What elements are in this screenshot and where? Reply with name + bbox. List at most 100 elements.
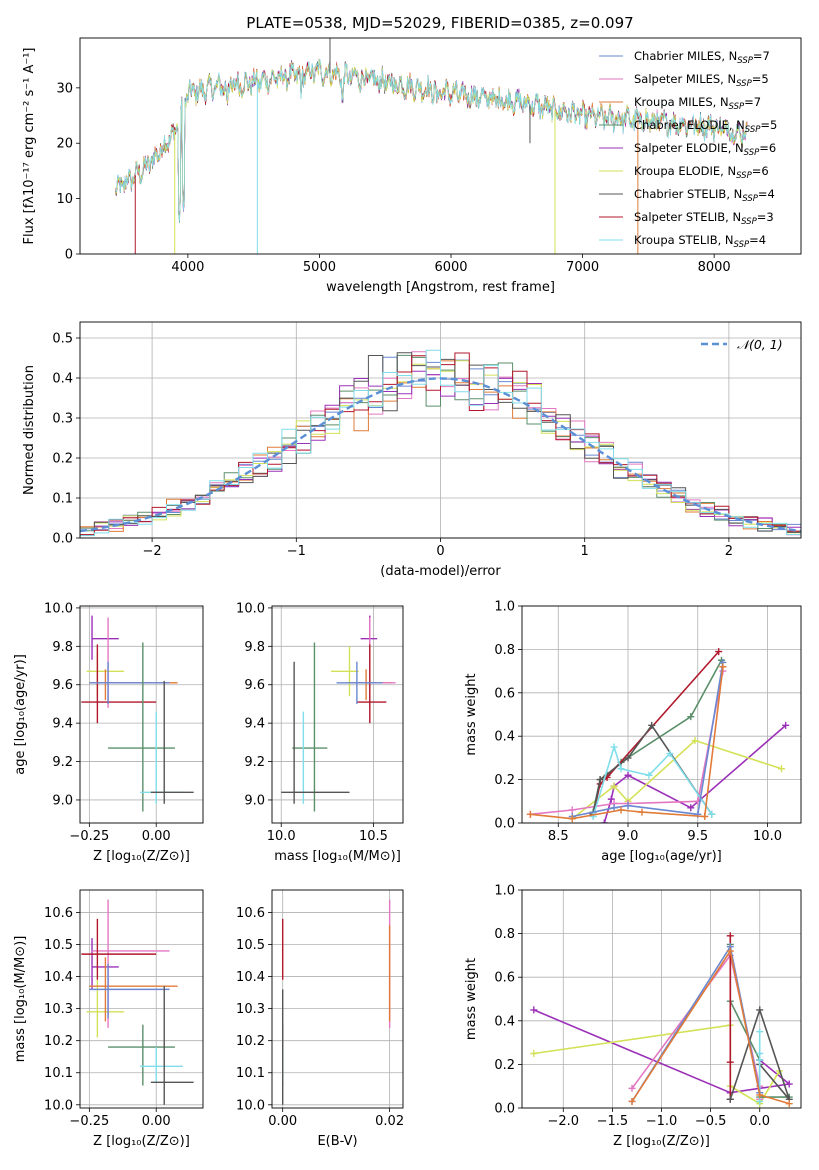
mass-weight-marker — [726, 1058, 734, 1066]
mass-weight-marker — [624, 754, 632, 762]
mass-weight-marker — [617, 806, 625, 814]
mass-weight-marker — [600, 819, 608, 823]
mass-weight-line — [530, 670, 724, 816]
mass-weight-marker — [628, 1097, 636, 1105]
mass-weight-line — [530, 666, 724, 820]
y-tick-label: 0.0 — [52, 532, 73, 547]
y-tick-label: 0.4 — [52, 372, 73, 387]
y-tick-label: 9.2 — [52, 755, 73, 770]
mass-weight-marker — [645, 771, 653, 779]
mass-vs-EBV-panel: 0.00 0.02 10.0 10.1 10.2 10.3 10.4 10.5 10.6 E(B-… — [236, 889, 404, 1149]
y-tick-label: 0.2 — [52, 452, 73, 467]
legend-entry: Kroupa STELIB, NSSP=4 — [634, 233, 766, 250]
x-tick-label: 10.0 — [267, 829, 296, 844]
x-tick-label: 2 — [725, 544, 733, 559]
x-tick-label: −1.0 — [646, 1114, 678, 1129]
x-tick-label: 0.00 — [142, 1114, 171, 1129]
legend-entry: Chabrier STELIB, NSSP=4 — [634, 187, 775, 204]
x-tick-label: 8.5 — [548, 829, 569, 844]
x-tick-label: −2 — [143, 544, 162, 559]
y-tick-label: 10.4 — [44, 970, 73, 985]
y-tick-label: 10.3 — [44, 1002, 73, 1017]
y-tick-label: 0.8 — [494, 643, 515, 658]
y-tick-label: 10.0 — [44, 601, 73, 616]
mass-weight-marker — [782, 721, 790, 729]
y-tick-label: 10.1 — [44, 1066, 73, 1081]
age-vs-mass-panel: 10.0 10.5 9.0 9.2 9.4 9.6 9.8 10.0 mass [log₁₀(M… — [236, 601, 404, 864]
y-tick-label: 9.4 — [244, 717, 265, 732]
y-tick-label: 9.8 — [52, 640, 73, 655]
y-tick-label: 10.0 — [44, 1098, 73, 1113]
x-tick-label: −1 — [287, 544, 306, 559]
y-tick-label: 0.4 — [494, 1014, 515, 1029]
y-tick-label: 1.0 — [494, 600, 515, 615]
x-tick-label: 8000 — [698, 260, 731, 275]
x-axis-label: age [log₁₀(age/yr)] — [601, 849, 722, 864]
axes-frame — [271, 605, 404, 824]
x-tick-label: −0.5 — [695, 1114, 727, 1129]
x-tick-label: 0.02 — [375, 1114, 404, 1129]
x-tick-label: 9.0 — [618, 829, 639, 844]
mass-weight-marker — [715, 648, 723, 656]
y-tick-label: 10.5 — [236, 938, 265, 953]
mass-weight-marker — [617, 765, 625, 773]
mass-weight-marker — [610, 782, 618, 790]
y-tick-label: 0.2 — [494, 1058, 515, 1073]
figure-title: PLATE=0538, MJD=52029, FIBERID=0385, z=0… — [246, 14, 633, 32]
y-tick-label: 9.4 — [52, 717, 73, 732]
y-tick-label: 10.6 — [236, 906, 265, 921]
y-tick-label: 0.5 — [52, 332, 73, 347]
mass-weight-line — [631, 948, 790, 1105]
axes-frame — [521, 605, 802, 824]
y-tick-label: 0.0 — [494, 817, 515, 832]
normal-reference-curve — [80, 377, 801, 533]
x-tick-label: −1.5 — [597, 1114, 629, 1129]
mass-weight-vs-Z-panel: −2.0 −1.5 −1.0 −0.5 0.0 0.0 0.2 0.4 0.6 0.8 1.0 Z [… — [464, 884, 802, 1149]
x-tick-label: 7000 — [566, 260, 599, 275]
mass-weight-marker — [756, 1028, 764, 1036]
y-axis-label: mass weight — [464, 673, 479, 755]
y-tick-label: 10.0 — [236, 1098, 265, 1113]
x-tick-label: −2.0 — [547, 1114, 579, 1129]
legend-entry: Salpeter ELODIE, NSSP=6 — [634, 141, 776, 158]
mass-weight-marker — [687, 713, 695, 721]
axes-frame — [271, 889, 404, 1109]
mass-weight-line — [729, 1007, 790, 1100]
x-tick-label: 0 — [436, 544, 444, 559]
y-axis-label: mass weight — [464, 958, 479, 1040]
y-tick-label: 0.1 — [52, 492, 73, 507]
legend-entry: Salpeter STELIB, NSSP=3 — [634, 210, 774, 227]
x-tick-label: 6000 — [434, 260, 467, 275]
mass-weight-marker — [530, 1050, 538, 1057]
y-tick-label: 1.0 — [494, 884, 515, 899]
x-axis-label: E(B-V) — [317, 1134, 357, 1149]
y-tick-label: 10.6 — [44, 906, 73, 921]
x-axis-label: Z [log₁₀(Z/Z⊙)] — [93, 849, 190, 864]
mass-weight-marker — [607, 795, 615, 803]
histogram-panel: −2 −1 0 1 2 0.0 0.1 0.2 0.3 0.4 0.5 (data-model)/er… — [22, 321, 802, 579]
y-tick-label: 0.6 — [494, 686, 515, 701]
y-tick-label: 20 — [56, 137, 73, 152]
x-tick-label: −0.25 — [69, 829, 109, 844]
mass-weight-marker — [568, 806, 576, 814]
y-axis-label: mass [log₁₀(M/M⊙)] — [13, 936, 28, 1063]
y-tick-label: 10.5 — [44, 938, 73, 953]
y-tick-label: 0.0 — [494, 1102, 515, 1117]
mass-weight-marker — [666, 750, 674, 758]
mass-weight-marker — [756, 1097, 764, 1105]
mass-vs-Z-panel: −0.25 0.00 10.0 10.1 10.2 10.3 10.4 10.5 10.6 Z [… — [13, 889, 204, 1149]
x-axis-label: (data-model)/error — [380, 564, 501, 579]
x-axis-label: mass [log₁₀(M/M⊙)] — [274, 849, 401, 864]
mass-weight-marker — [756, 1091, 764, 1099]
legend-entry: Salpeter MILES, NSSP=5 — [634, 72, 769, 89]
y-tick-label: 9.8 — [244, 640, 265, 655]
mass-weight-marker — [719, 663, 727, 671]
y-tick-label: 9.6 — [52, 678, 73, 693]
y-tick-label: 10.0 — [236, 601, 265, 616]
mass-weight-marker — [530, 1006, 538, 1014]
mass-weight-line — [592, 744, 713, 817]
mass-weight-marker — [648, 721, 656, 729]
y-tick-label: 10.3 — [236, 1002, 265, 1017]
y-tick-label: 0.3 — [52, 412, 73, 427]
